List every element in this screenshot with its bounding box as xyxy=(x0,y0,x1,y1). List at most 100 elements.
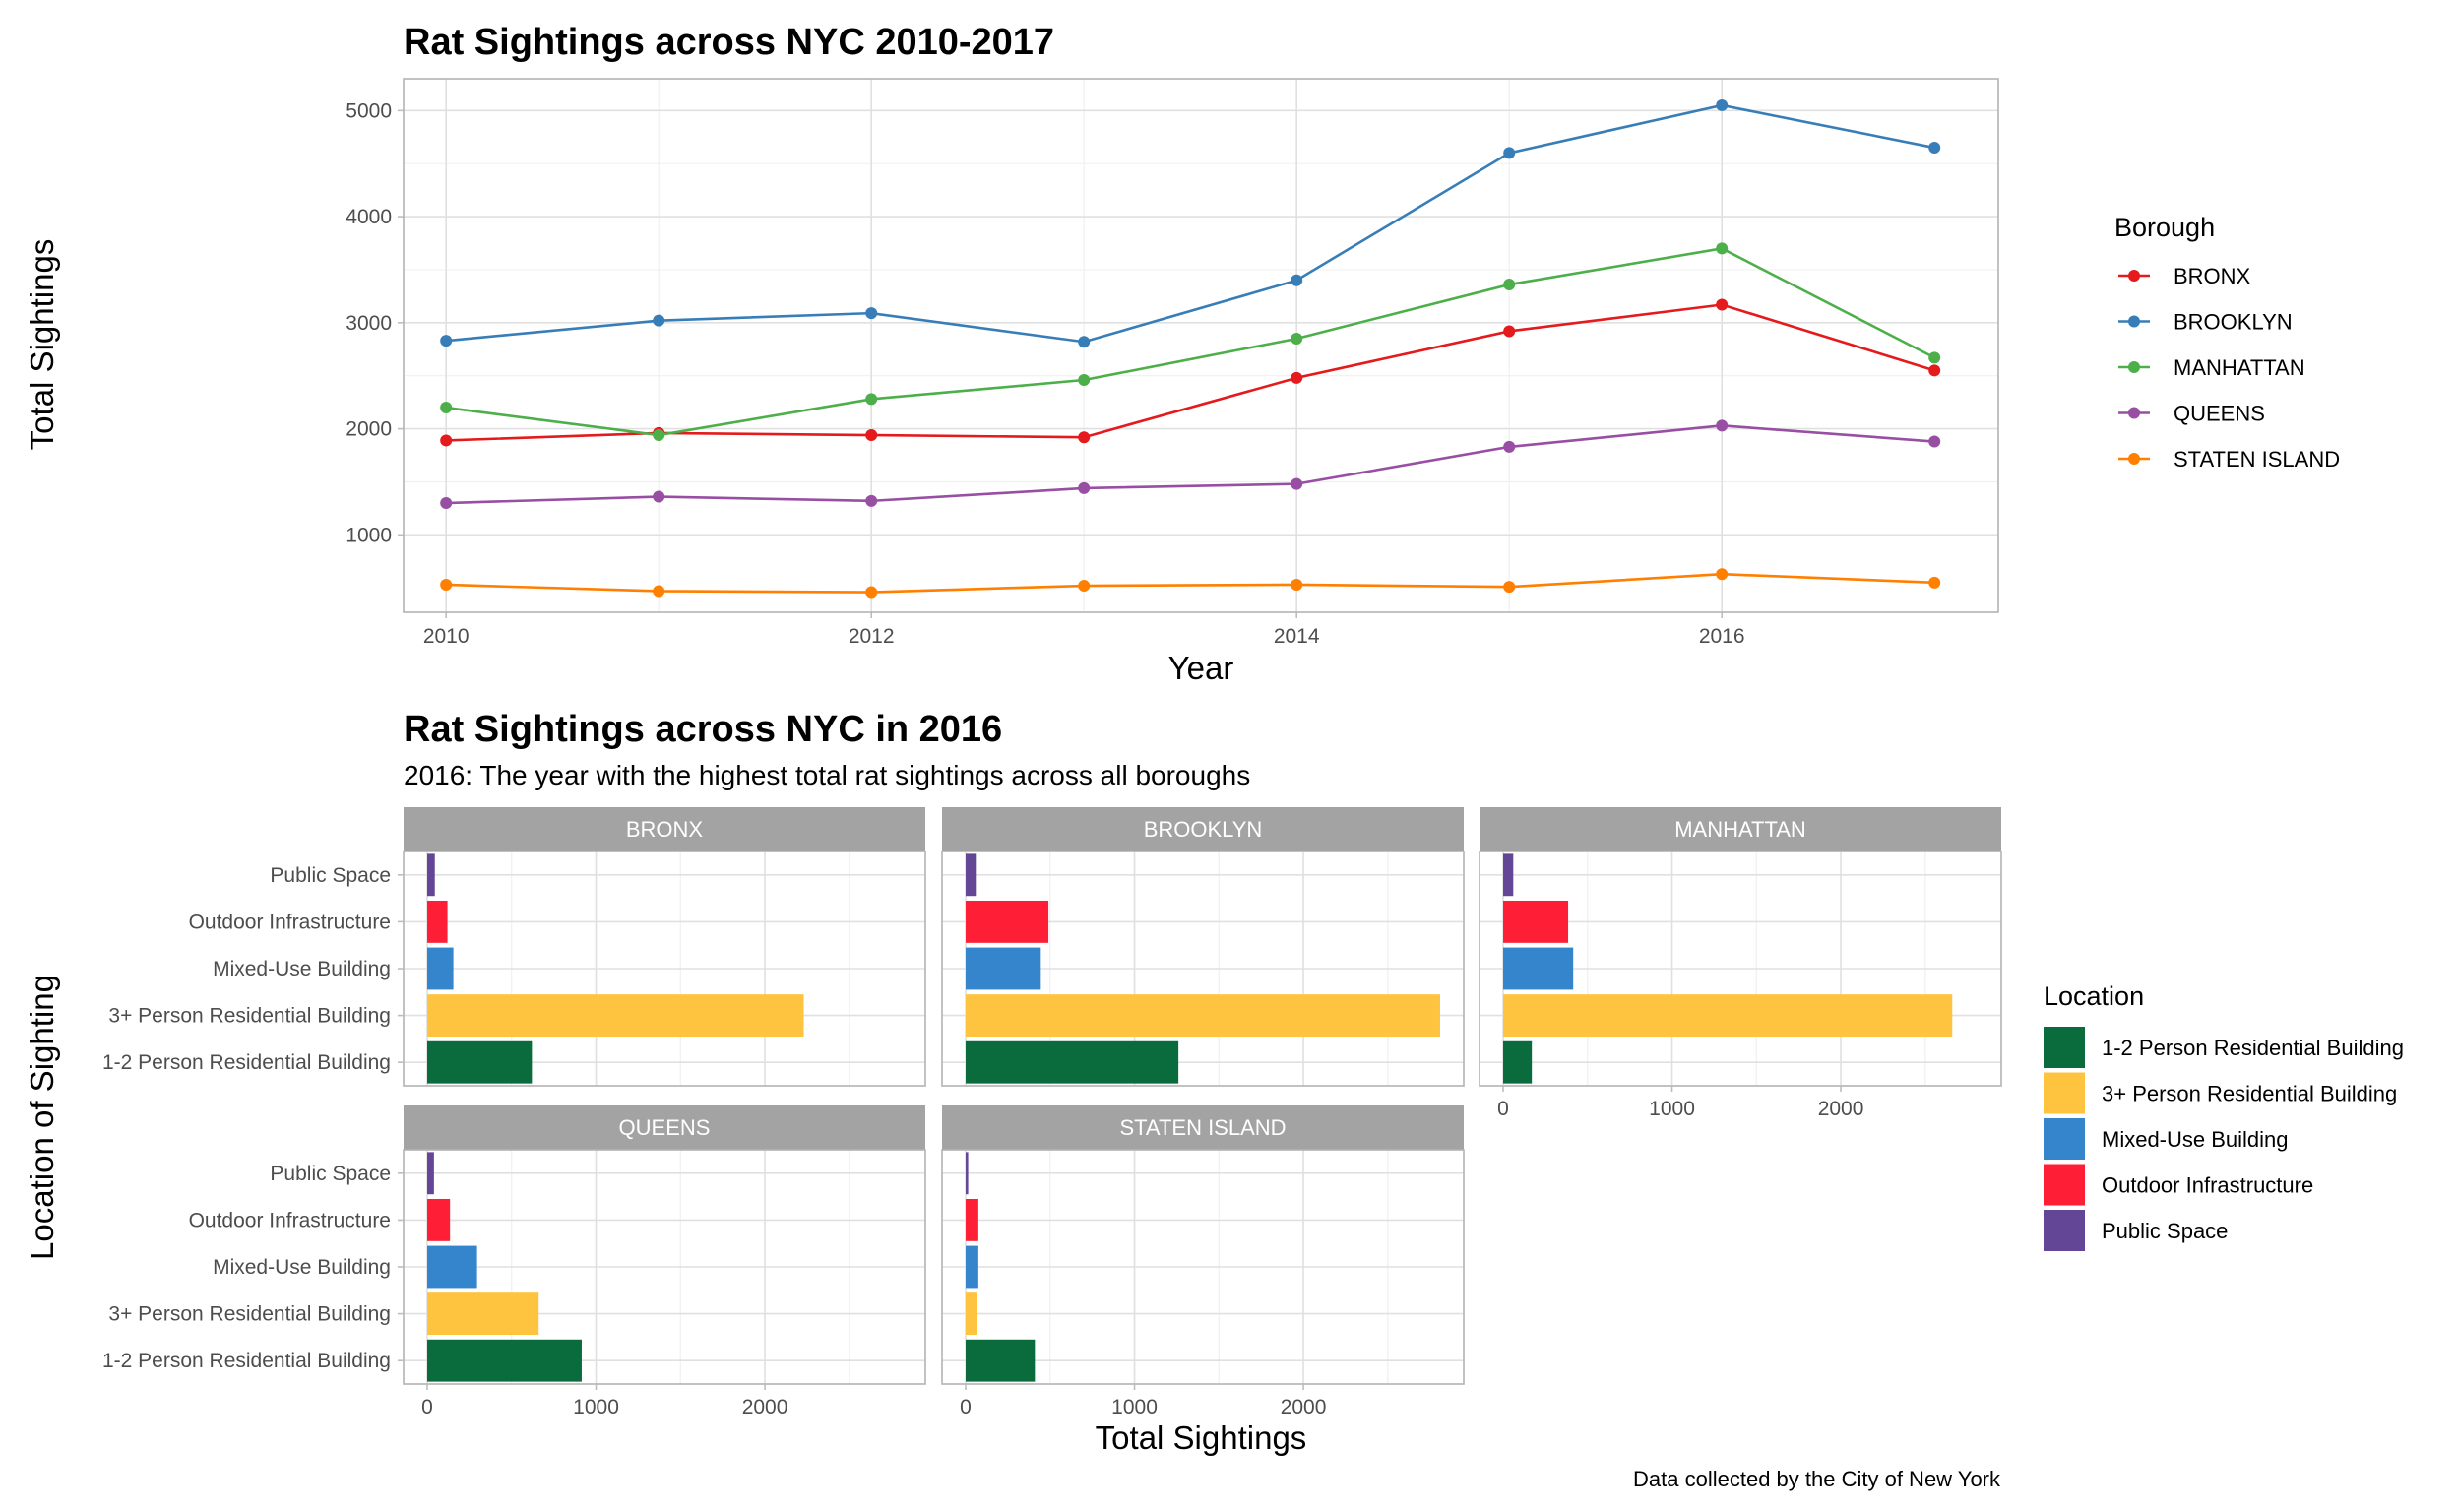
facet-panel-staten-island: STATEN ISLAND 0 1000 2000 xyxy=(941,1105,1465,1418)
borough-legend-title: Borough xyxy=(2114,213,2215,242)
x-tick-label: 2000 xyxy=(1281,1396,1327,1418)
data-point-manhattan xyxy=(1928,351,1941,364)
y-tick-label: Outdoor Infrastructure xyxy=(189,911,391,933)
data-point-brooklyn xyxy=(1291,274,1303,286)
x-tick-label: 2016 xyxy=(1699,625,1745,648)
data-point-queens xyxy=(1928,435,1941,448)
legend-label-mixed-use-building: Mixed-Use Building xyxy=(2102,1127,2289,1152)
legend-label-queens: QUEENS xyxy=(2174,402,2265,426)
data-point-bronx xyxy=(1291,371,1303,384)
facet-strip xyxy=(942,1105,1464,1150)
data-point-manhattan xyxy=(440,402,453,414)
location-legend-title: Location xyxy=(2044,981,2144,1011)
bar-chart-title: Rat Sightings across NYC in 2016 xyxy=(404,709,1002,750)
y-tick-label: 4000 xyxy=(346,206,392,228)
legend-key-swatch xyxy=(2044,1072,2085,1114)
legend-key-swatch xyxy=(2044,1118,2085,1160)
bar-queens-outdoor-infrastructure xyxy=(427,1198,451,1241)
bar-brooklyn-1-2-person-residential-building xyxy=(966,1040,1179,1084)
facet-strip-label: BRONX xyxy=(626,817,704,842)
bar-manhattan-mixed-use-building xyxy=(1503,947,1574,990)
data-point-staten-island xyxy=(653,585,665,598)
bar-manhattan-1-2-person-residential-building xyxy=(1503,1040,1533,1084)
series-line-bronx xyxy=(446,303,1935,442)
data-point-manhattan xyxy=(1078,374,1091,387)
legend-key-point xyxy=(2128,453,2140,465)
legend-key-swatch xyxy=(2044,1164,2085,1206)
x-tick-label: 1000 xyxy=(1649,1098,1695,1120)
series-line-manhattan xyxy=(446,247,1935,437)
data-point-bronx xyxy=(1503,325,1516,338)
bar-brooklyn-outdoor-infrastructure xyxy=(966,900,1049,943)
legend-label-1-2-person-residential-building: 1-2 Person Residential Building xyxy=(2102,1036,2404,1060)
facet-strip-label: STATEN ISLAND xyxy=(1119,1115,1286,1140)
data-point-brooklyn xyxy=(1078,336,1091,348)
data-point-manhattan xyxy=(1716,242,1729,255)
data-point-staten-island xyxy=(1078,580,1091,593)
data-point-staten-island xyxy=(1503,581,1516,594)
bar-staten-island-outdoor-infrastructure xyxy=(966,1198,978,1241)
legend-key-point xyxy=(2128,361,2140,373)
data-point-staten-island xyxy=(1928,576,1941,589)
data-point-queens xyxy=(653,490,665,503)
facet-strip-label: QUEENS xyxy=(619,1115,711,1140)
data-point-bronx xyxy=(865,429,878,442)
data-point-brooklyn xyxy=(1503,147,1516,159)
bar-staten-island-1-2-person-residential-building xyxy=(966,1339,1036,1382)
legend-label-manhattan: MANHATTAN xyxy=(2174,355,2305,380)
data-point-staten-island xyxy=(1291,578,1303,591)
data-point-brooklyn xyxy=(865,307,878,320)
facet-strip xyxy=(942,807,1464,851)
data-point-queens xyxy=(1291,477,1303,490)
data-point-queens xyxy=(1716,419,1729,432)
legend-key-point xyxy=(2128,270,2140,282)
facet-strip xyxy=(1480,807,2001,851)
bar-manhattan-outdoor-infrastructure xyxy=(1503,900,1569,943)
data-point-brooklyn xyxy=(1716,98,1729,111)
line-plot-area: 2010 2012 2014 2016 1000 2000 3000 4000 5000 xyxy=(346,78,1999,648)
data-point-staten-island xyxy=(1716,568,1729,581)
bar-brooklyn-mixed-use-building xyxy=(966,947,1041,990)
data-point-staten-island xyxy=(865,586,878,598)
data-point-brooklyn xyxy=(1928,142,1941,155)
data-point-queens xyxy=(1078,481,1091,494)
facet-panel-border xyxy=(1479,850,2002,1087)
y-tick-label: 1000 xyxy=(346,524,392,546)
y-tick-label: Mixed-Use Building xyxy=(213,1256,391,1279)
bar-queens-1-2-person-residential-building xyxy=(427,1339,582,1382)
x-tick-label: 0 xyxy=(960,1396,972,1418)
data-point-manhattan xyxy=(1291,332,1303,345)
facet-panel-border xyxy=(941,1149,1465,1385)
line-chart-y-axis-title: Total Sightings xyxy=(24,239,60,451)
bar-chart-x-axis-title: Total Sightings xyxy=(1096,1419,1307,1456)
data-point-brooklyn xyxy=(440,335,453,347)
bar-chart-subtitle: 2016: The year with the highest total ra… xyxy=(404,760,1250,790)
facet-panel-brooklyn: BROOKLYN xyxy=(941,807,1465,1087)
data-point-queens xyxy=(440,497,453,510)
borough-legend: BRONX BROOKLYN MANHATTAN QUEENS STATEN ISLAN… xyxy=(2118,264,2340,472)
y-tick-label: 3+ Person Residential Building xyxy=(108,1303,391,1326)
faceted-bar-plot: BRONX Public Space Outdoor Infrastructure M… xyxy=(102,807,2002,1418)
y-tick-label: 3000 xyxy=(346,312,392,335)
legend-label-outdoor-infrastructure: Outdoor Infrastructure xyxy=(2102,1173,2313,1198)
bar-bronx-public-space xyxy=(427,853,435,897)
facet-strip-label: MANHATTAN xyxy=(1674,817,1806,842)
legend-label-staten-island: STATEN ISLAND xyxy=(2174,447,2340,472)
data-source-caption: Data collected by the City of New York xyxy=(1633,1467,2001,1491)
bar-queens-mixed-use-building xyxy=(427,1245,477,1289)
y-tick-label: Public Space xyxy=(270,864,391,887)
facet-panel-border xyxy=(941,850,1465,1087)
legend-key-point xyxy=(2128,315,2140,328)
line-chart-x-axis-title: Year xyxy=(1168,650,1234,686)
x-tick-label: 2014 xyxy=(1274,625,1320,648)
data-point-bronx xyxy=(1716,298,1729,311)
legend-key-swatch xyxy=(2044,1027,2085,1068)
data-point-queens xyxy=(865,494,878,507)
bar-bronx-mixed-use-building xyxy=(427,947,454,990)
location-legend: 1-2 Person Residential Building 3+ Person… xyxy=(2044,1027,2404,1251)
bar-staten-island-3-person-residential-building xyxy=(966,1292,978,1336)
facet-panel-bronx: BRONX Public Space Outdoor Infrastructure M… xyxy=(102,807,926,1087)
y-tick-label: Mixed-Use Building xyxy=(213,958,391,980)
